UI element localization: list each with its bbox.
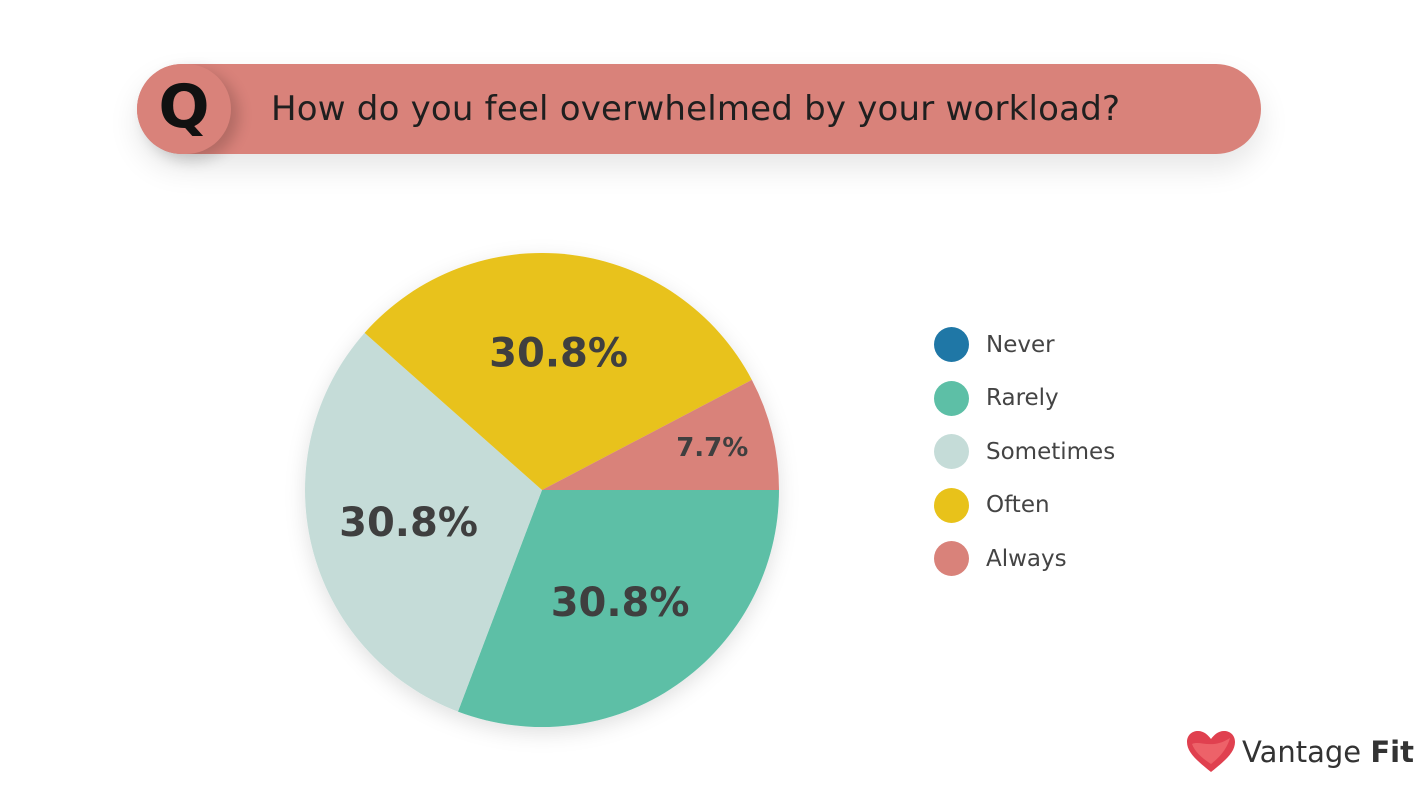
pie-slice-sometimes xyxy=(305,332,542,712)
question-badge: Q xyxy=(137,64,231,154)
pie-slice-always xyxy=(542,379,779,490)
slice-label-rarely: 30.8% xyxy=(551,580,690,626)
brand-logo: Vantage Fit xyxy=(1186,730,1414,774)
legend-label: Sometimes xyxy=(986,438,1116,465)
pie-slice-often xyxy=(364,253,752,490)
brand-name-bold: Fit xyxy=(1370,735,1414,769)
slice-label-often: 30.8% xyxy=(489,331,628,377)
pie-slice-rarely xyxy=(457,490,779,727)
slice-label-sometimes: 30.8% xyxy=(339,500,478,546)
question-badge-letter: Q xyxy=(158,72,210,142)
legend-label: Never xyxy=(986,331,1055,358)
legend-label: Often xyxy=(986,492,1050,519)
brand-name: Vantage Fit xyxy=(1242,735,1414,769)
legend-swatch xyxy=(934,327,969,363)
slice-label-always: 7.7% xyxy=(676,433,748,463)
heart-icon xyxy=(1187,731,1235,772)
legend-item-rarely: Rarely xyxy=(934,372,1115,426)
legend-label: Rarely xyxy=(986,385,1059,412)
legend-item-always: Always xyxy=(934,532,1115,586)
legend-item-sometimes: Sometimes xyxy=(934,425,1115,479)
legend-swatch xyxy=(934,487,969,523)
legend-swatch xyxy=(934,380,969,416)
question-text: How do you feel overwhelmed by your work… xyxy=(271,89,1121,129)
question-banner: Q How do you feel overwhelmed by your wo… xyxy=(137,64,1261,154)
chart-legend: Never Rarely Sometimes Often Always xyxy=(934,318,1115,586)
legend-swatch xyxy=(934,434,969,470)
legend-item-never: Never xyxy=(934,318,1115,372)
brand-name-light: Vantage xyxy=(1242,735,1362,769)
legend-item-often: Often xyxy=(934,479,1115,533)
legend-swatch xyxy=(934,541,969,577)
legend-label: Always xyxy=(986,545,1067,572)
